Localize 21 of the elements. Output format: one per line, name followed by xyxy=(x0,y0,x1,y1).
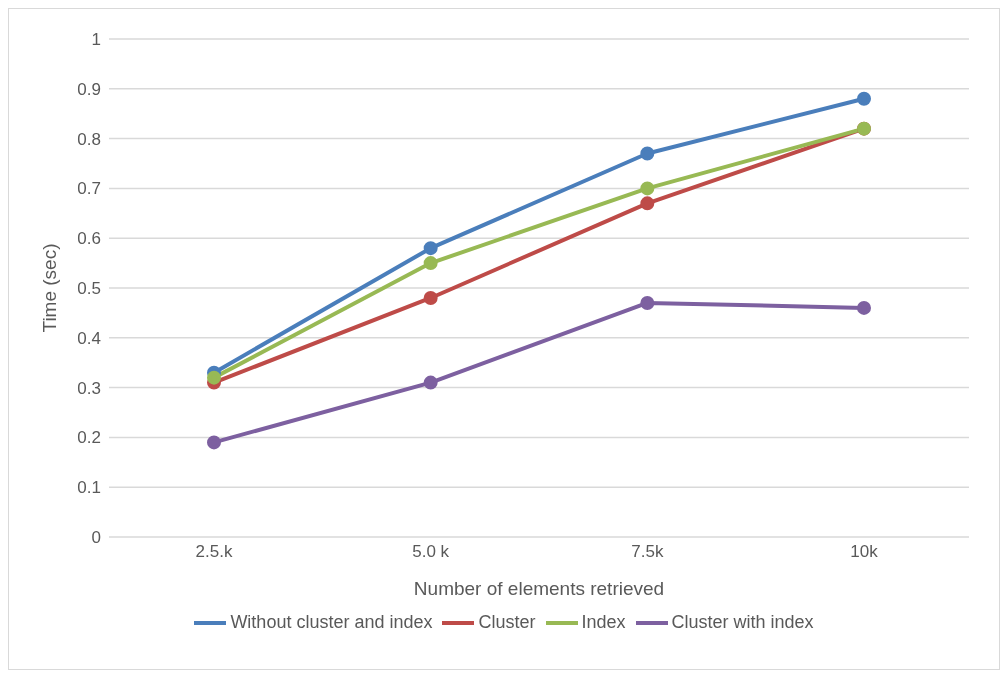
y-tick-label: 1 xyxy=(91,30,101,50)
y-tick-label: 0.4 xyxy=(77,328,101,348)
legend-label: Cluster with index xyxy=(671,611,814,632)
y-tick-label: 0.1 xyxy=(77,478,101,498)
y-tick-label: 0.7 xyxy=(77,179,101,199)
y-tick-label: 0.3 xyxy=(77,378,101,398)
legend-label: Cluster xyxy=(478,611,536,632)
y-tick-label: 0.8 xyxy=(77,129,101,149)
y-tick-label: 0 xyxy=(91,528,101,548)
x-tick-label: 5.0 k xyxy=(412,542,450,562)
x-axis-title: Number of elements retrieved xyxy=(413,578,665,599)
y-axis-title: Time (sec) xyxy=(38,243,60,333)
y-tick-label: 0.2 xyxy=(77,428,101,448)
legend-label: Without cluster and index xyxy=(230,611,433,632)
y-tick-label: 0.9 xyxy=(77,79,101,99)
legend-label: Index xyxy=(581,611,626,632)
y-tick-label: 0.5 xyxy=(77,279,101,299)
y-tick-label: 0.6 xyxy=(77,229,101,249)
x-tick-label: 7.5k xyxy=(631,542,664,562)
x-tick-label: 2.5.k xyxy=(195,542,233,562)
x-tick-label: 10k xyxy=(850,542,879,562)
